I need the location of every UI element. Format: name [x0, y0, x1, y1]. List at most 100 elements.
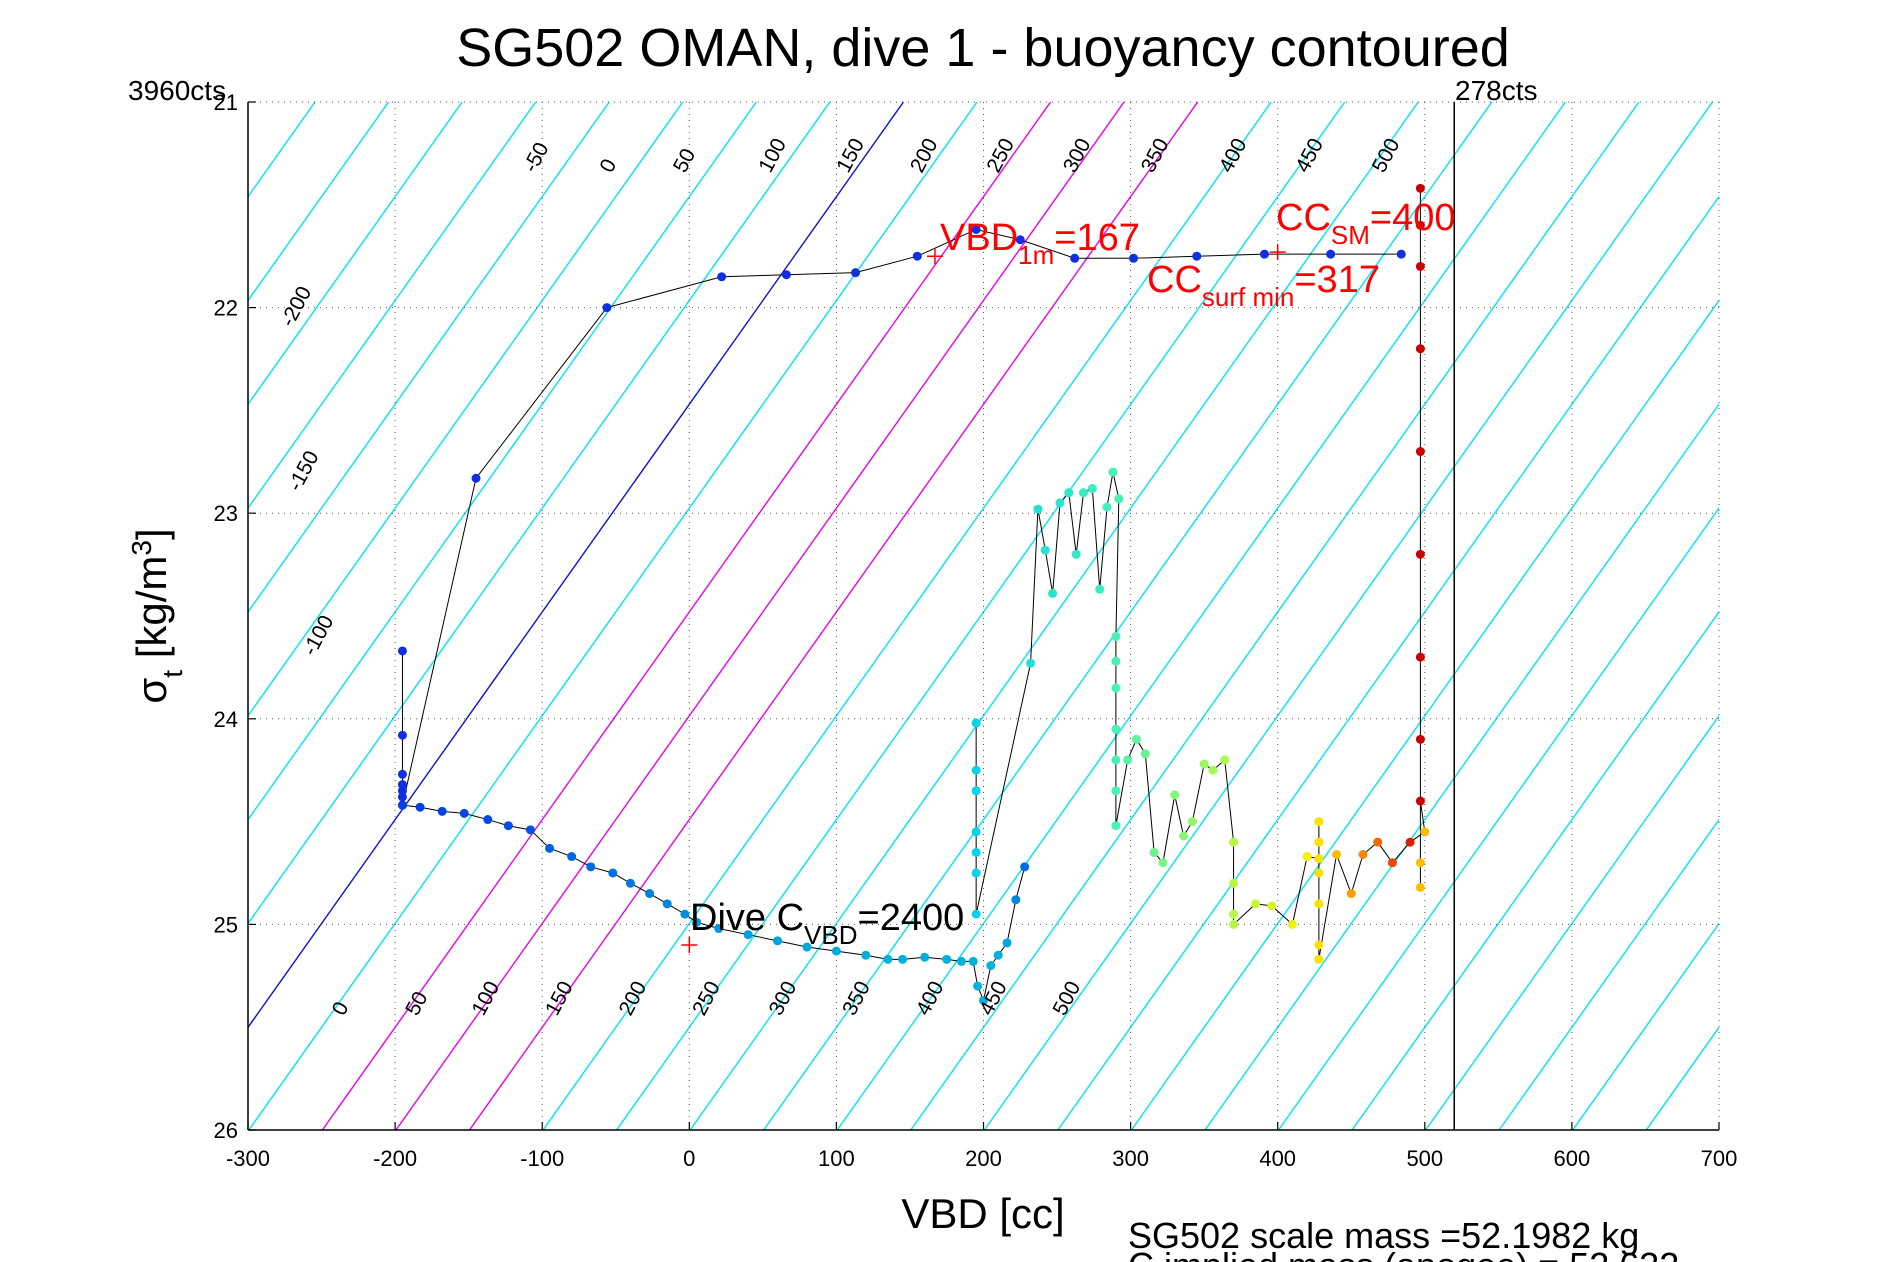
ascent-series-point — [1158, 858, 1168, 868]
contour-label: 150 — [832, 135, 869, 177]
contour-label: -200 — [276, 283, 316, 331]
upper-series-point — [471, 473, 481, 483]
ascent-series-point — [1208, 765, 1218, 775]
ascent-series-point — [1415, 344, 1425, 354]
descent-series-point — [802, 942, 812, 952]
upper-series-point — [397, 769, 407, 779]
contour-label: -100 — [298, 612, 338, 660]
svg-text:σt [kg/m3]: σt [kg/m3] — [126, 528, 188, 703]
ascent-series-point — [971, 827, 981, 837]
corner-right-label: 278cts — [1455, 75, 1538, 106]
contour-label: 50 — [401, 988, 432, 1019]
contour-label: 500 — [1049, 978, 1086, 1020]
upper-series-point — [397, 792, 407, 802]
marker-dive-cvbd — [681, 936, 698, 953]
ascent-series-point — [1123, 755, 1133, 765]
y-axis-label: σt [kg/m3] — [126, 528, 188, 703]
contour-line — [1645, 1026, 1719, 1130]
ascent-series-point — [1332, 849, 1342, 859]
ascent-series-point — [1358, 849, 1368, 859]
ascent-series-point — [1314, 817, 1324, 827]
ascent-series-point — [1170, 790, 1180, 800]
ascent-series-point — [1102, 502, 1112, 512]
descent-series-point — [625, 878, 635, 888]
descent-series-point — [662, 899, 672, 909]
contour-label: 300 — [765, 978, 802, 1020]
ascent-series-point — [1140, 749, 1150, 759]
ascent-series-point — [1302, 852, 1312, 862]
x-tick-label: 700 — [1701, 1146, 1738, 1171]
descent-series-point — [483, 815, 493, 825]
ascent-series-point — [1229, 837, 1239, 847]
ascent-series-point — [971, 786, 981, 796]
upper-series-point — [397, 780, 407, 790]
contour-label: 50 — [669, 145, 700, 176]
ascent-series-point — [971, 847, 981, 857]
descent-series-point — [883, 954, 893, 964]
y-tick-label: 23 — [214, 501, 238, 526]
ascent-series-point — [1346, 889, 1356, 899]
ascent-series-point — [971, 718, 981, 728]
upper-series-point — [397, 786, 407, 796]
x-tick-label: 300 — [1112, 1146, 1149, 1171]
contour-line — [248, 102, 390, 302]
descent-series-point — [831, 946, 841, 956]
svg-text:CCSM=400: CCSM=400 — [1276, 197, 1455, 250]
contour-line — [248, 102, 610, 614]
contour-line — [1425, 714, 1719, 1130]
annotation-cc-surf-min: CCsurf min=317 — [1147, 259, 1380, 312]
ascent-series-point — [1131, 734, 1141, 744]
contour-label: -150 — [284, 447, 324, 495]
footer-scale-mass: SG502 scale mass =52.1982 kg — [1128, 1215, 1639, 1256]
ascent-series-point — [1220, 755, 1230, 765]
contour-line — [248, 102, 831, 925]
contour-line — [468, 102, 1199, 1130]
descent-series-point — [503, 821, 513, 831]
descent-series-point — [920, 952, 930, 962]
contour-label: 300 — [1059, 135, 1096, 177]
x-tick-label: 0 — [683, 1146, 695, 1171]
ascent-series-point — [1087, 484, 1097, 494]
ascent-series-point — [1111, 786, 1121, 796]
descent-series-point — [956, 956, 966, 966]
ascent-series-point — [1314, 899, 1324, 909]
ascent-series-point — [1415, 220, 1425, 230]
contour-line — [248, 102, 978, 1130]
data-points — [397, 183, 1430, 1005]
contour-line — [1277, 506, 1719, 1130]
ascent-series-point — [1033, 504, 1043, 514]
descent-series-point — [1002, 938, 1012, 948]
x-tick-label: 600 — [1554, 1146, 1591, 1171]
ascent-series-point — [1415, 796, 1425, 806]
contour-label: 100 — [754, 135, 791, 177]
ascent-series-point — [1415, 549, 1425, 559]
contour-line — [0, 102, 241, 1130]
descent-series-point — [979, 995, 988, 1005]
descent-series-point — [545, 843, 555, 853]
ascent-series-point — [1079, 488, 1089, 498]
x-tick-label: 500 — [1406, 1146, 1443, 1171]
y-tick-label: 22 — [214, 296, 238, 321]
ascent-series-point — [1415, 734, 1425, 744]
ascent-series-point — [1314, 854, 1324, 864]
ascent-series-point — [971, 868, 981, 878]
contour-line — [1351, 610, 1719, 1130]
upper-series-point — [1192, 251, 1202, 261]
x-tick-label: 100 — [818, 1146, 855, 1171]
upper-series-point — [602, 303, 612, 313]
ascent-series-point — [1251, 899, 1261, 909]
ascent-series-point — [1071, 549, 1081, 559]
y-tick-label: 25 — [214, 912, 238, 937]
contour-label: 500 — [1368, 135, 1405, 177]
contour-line — [1057, 195, 1719, 1130]
contour-line — [248, 102, 537, 510]
ascent-series-point — [1314, 868, 1324, 878]
ascent-series-point — [1229, 909, 1239, 919]
descent-series-point — [714, 924, 724, 934]
x-tick-label: -200 — [373, 1146, 417, 1171]
ascent-series-point — [1187, 817, 1197, 827]
descent-series-point — [567, 852, 577, 862]
descent-series-point — [397, 800, 407, 810]
ascent-series-point — [1314, 837, 1324, 847]
contour-line — [1867, 102, 1891, 1130]
